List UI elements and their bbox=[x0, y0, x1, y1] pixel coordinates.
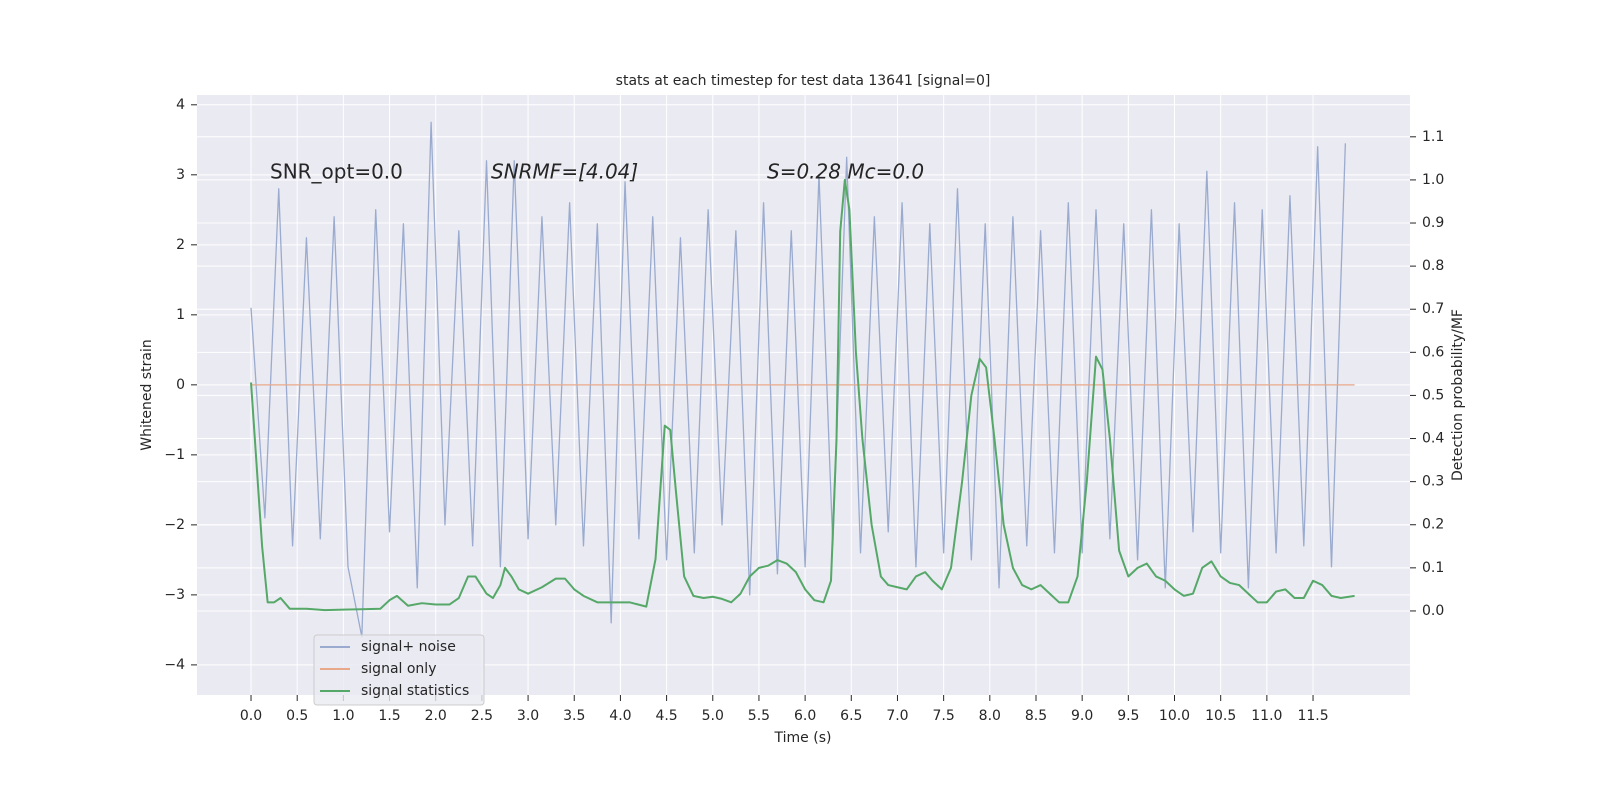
legend-label: signal only bbox=[361, 661, 436, 677]
x-tick-label: 3.0 bbox=[517, 708, 539, 724]
annotation: SNRMF=[4.04] bbox=[491, 160, 638, 184]
x-tick-label: 8.5 bbox=[1025, 708, 1047, 724]
y2-tick-label: 0.8 bbox=[1422, 258, 1444, 274]
y-tick-label: 1 bbox=[176, 307, 185, 323]
y-axis-label: Whitened strain bbox=[139, 339, 155, 450]
x-tick-label: 8.0 bbox=[979, 708, 1001, 724]
y-tick-label: −3 bbox=[164, 587, 185, 603]
legend-box bbox=[313, 634, 485, 706]
x-tick-label: 3.5 bbox=[563, 708, 585, 724]
annotation: S=0.28 Mc=0.0 bbox=[767, 160, 924, 184]
x-tick-label: 2.5 bbox=[471, 708, 493, 724]
x-tick-label: 10.0 bbox=[1159, 708, 1190, 724]
y-tick-label: 3 bbox=[176, 167, 185, 183]
annotation: SNR_opt=0.0 bbox=[270, 160, 403, 184]
x-tick-label: 7.5 bbox=[933, 708, 955, 724]
y2-tick-label: 0.1 bbox=[1422, 560, 1444, 576]
x-tick-label: 10.5 bbox=[1205, 708, 1236, 724]
y-tick-label: 2 bbox=[176, 237, 185, 253]
y2-tick-label: 0.4 bbox=[1422, 431, 1444, 447]
x-axis-label: Time (s) bbox=[774, 730, 832, 746]
x-tick-label: 7.0 bbox=[886, 708, 908, 724]
x-tick-label: 1.0 bbox=[332, 708, 354, 724]
y2-tick-label: 1.0 bbox=[1422, 172, 1444, 188]
y2-axis-label: Detection probability/MF bbox=[1450, 309, 1466, 481]
y2-tick-label: 0.2 bbox=[1422, 517, 1444, 533]
x-tick-label: 0.5 bbox=[286, 708, 308, 724]
x-tick-label: 4.0 bbox=[609, 708, 631, 724]
y2-tick-label: 0.0 bbox=[1422, 603, 1444, 619]
x-tick-label: 6.0 bbox=[794, 708, 816, 724]
chart-title: stats at each timestep for test data 136… bbox=[616, 73, 991, 89]
y2-tick-label: 0.9 bbox=[1422, 215, 1444, 231]
x-tick-label: 6.5 bbox=[840, 708, 862, 724]
legend-label: signal+ noise bbox=[361, 639, 456, 655]
y2-tick-label: 1.1 bbox=[1422, 129, 1444, 145]
y-tick-label: −1 bbox=[164, 447, 185, 463]
x-tick-label: 2.0 bbox=[425, 708, 447, 724]
x-tick-label: 11.5 bbox=[1297, 708, 1328, 724]
y2-tick-label: 0.3 bbox=[1422, 474, 1444, 490]
x-tick-label: 5.5 bbox=[748, 708, 770, 724]
y-tick-label: −2 bbox=[164, 517, 185, 533]
y-tick-label: −4 bbox=[164, 657, 185, 673]
x-tick-label: 1.5 bbox=[378, 708, 400, 724]
series-line bbox=[250, 121, 1347, 638]
y-tick-label: 4 bbox=[176, 97, 185, 113]
y2-tick-label: 0.7 bbox=[1422, 301, 1444, 317]
legend-label: signal statistics bbox=[361, 683, 469, 699]
x-tick-label: 5.0 bbox=[702, 708, 724, 724]
y2-tick-label: 0.5 bbox=[1422, 387, 1444, 403]
x-tick-label: 4.5 bbox=[655, 708, 677, 724]
series-line bbox=[250, 178, 1355, 612]
x-tick-label: 9.5 bbox=[1117, 708, 1139, 724]
x-tick-label: 9.0 bbox=[1071, 708, 1093, 724]
x-tick-label: 0.0 bbox=[240, 708, 262, 724]
y2-tick-label: 0.6 bbox=[1422, 344, 1444, 360]
legend: signal+ noise signal only signal statistic… bbox=[313, 634, 485, 706]
y-tick-label: 0 bbox=[176, 377, 185, 393]
x-tick-label: 11.0 bbox=[1251, 708, 1282, 724]
